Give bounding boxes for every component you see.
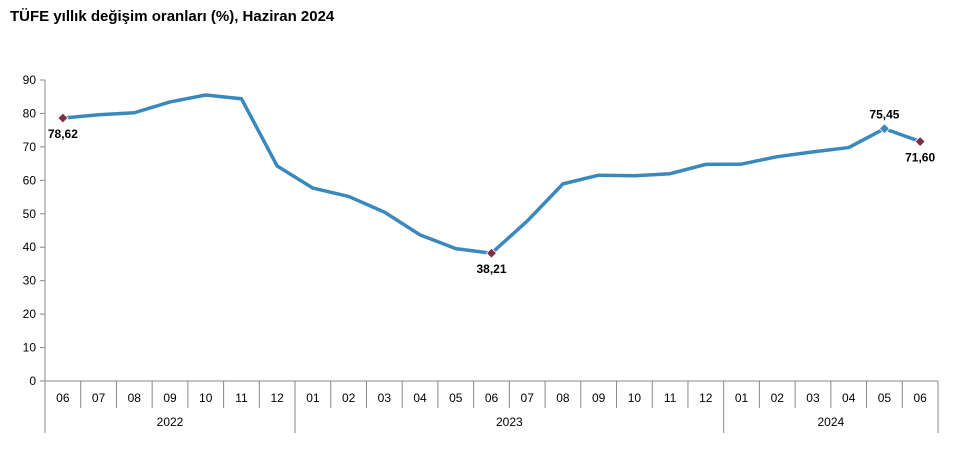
data-label: 71,60 [905, 151, 935, 165]
series-line [61, 93, 922, 255]
x-tick-label: 06 [913, 391, 927, 405]
x-tick-label: 08 [556, 391, 570, 405]
x-tick-label: 07 [521, 391, 535, 405]
x-tick-label: 02 [342, 391, 356, 405]
chart-title: TÜFE yıllık değişim oranları (%), Hazira… [10, 8, 335, 25]
x-tick-label: 06 [485, 391, 499, 405]
data-point-marker [57, 112, 69, 124]
x-tick-label: 04 [842, 391, 856, 405]
x-tick-label: 03 [806, 391, 820, 405]
data-point-marker [914, 135, 926, 148]
x-tick-label: 08 [128, 391, 142, 405]
y-tick-label: 30 [23, 274, 37, 288]
x-tick-label: 09 [592, 391, 606, 405]
x-tick-label: 07 [92, 391, 106, 405]
x-tick-label: 09 [163, 391, 177, 405]
data-label: 75,45 [869, 108, 899, 122]
x-tick-label: 11 [235, 391, 248, 405]
y-tick-label: 50 [23, 207, 37, 221]
y-tick-label: 40 [23, 240, 37, 254]
y-tick-label: 10 [23, 341, 37, 355]
x-tick-label: 03 [378, 391, 392, 405]
x-tick-label: 11 [664, 391, 677, 405]
x-tick-label: 05 [878, 391, 892, 405]
x-tick-label: 12 [271, 391, 285, 405]
y-tick-label: 20 [23, 307, 37, 321]
x-tick-label: 01 [306, 391, 320, 405]
x-year-label: 2024 [817, 415, 844, 429]
x-tick-label: 04 [413, 391, 427, 405]
x-tick-label: 10 [628, 391, 642, 405]
y-tick-label: 70 [23, 140, 37, 154]
data-point-marker [485, 247, 498, 259]
x-tick-label: 12 [699, 391, 713, 405]
data-label: 38,21 [476, 262, 506, 276]
y-tick-label: 60 [23, 173, 37, 187]
x-tick-label: 10 [199, 391, 213, 405]
x-tick-label: 01 [735, 391, 749, 405]
x-tick-label: 02 [771, 391, 785, 405]
x-tick-label: 06 [56, 391, 70, 405]
y-tick-label: 80 [23, 106, 37, 120]
data-label: 78,62 [48, 127, 78, 141]
x-tick-label: 05 [449, 391, 463, 405]
data-point-marker [878, 123, 890, 135]
y-tick-label: 90 [23, 73, 37, 87]
x-year-label: 2022 [157, 415, 184, 429]
y-tick-label: 0 [29, 374, 36, 388]
x-year-label: 2023 [496, 415, 523, 429]
